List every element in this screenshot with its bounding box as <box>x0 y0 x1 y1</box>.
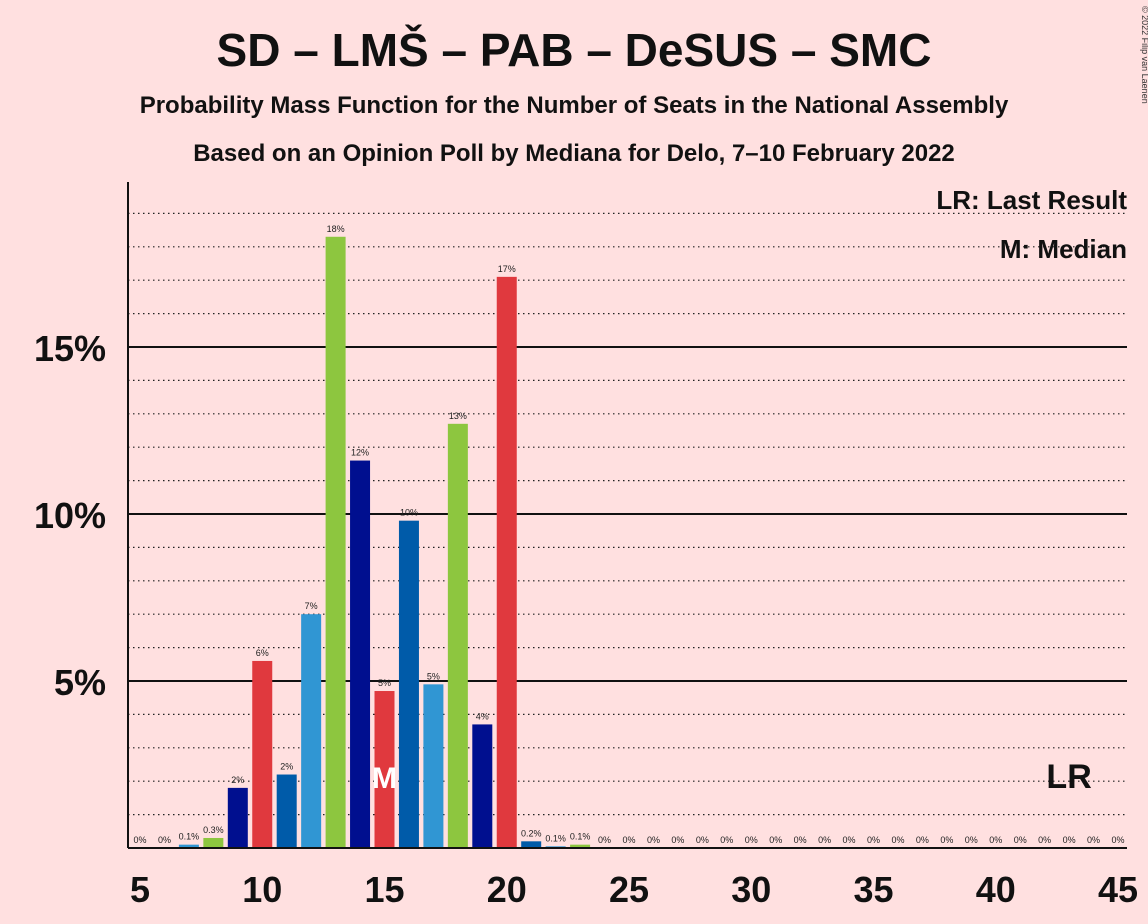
y-tick-label: 10% <box>34 495 106 536</box>
chart-title: SD – LMŠ – PAB – DeSUS – SMC <box>217 24 932 76</box>
bar-value-label: 0% <box>867 835 880 845</box>
bar-seats-20 <box>496 276 517 848</box>
bar-value-label: 0% <box>916 835 929 845</box>
bar-value-label: 0.1% <box>545 833 566 843</box>
bar-value-label: 12% <box>351 448 369 458</box>
bar-value-label: 0% <box>1111 835 1124 845</box>
bar-value-label: 0% <box>720 835 733 845</box>
last-result-marker: LR <box>1046 758 1091 796</box>
bar-value-label: 0% <box>647 835 660 845</box>
bar-value-label: 10% <box>400 508 418 518</box>
x-tick-label: 20 <box>487 869 527 910</box>
bar-value-label: 0% <box>745 835 758 845</box>
bar-seats-18 <box>447 423 468 848</box>
bar-value-label: 0% <box>940 835 953 845</box>
bar-value-label: 0% <box>843 835 856 845</box>
bar-value-label: 0% <box>1063 835 1076 845</box>
bar-value-label: 18% <box>327 224 345 234</box>
bar-seats-9 <box>227 787 248 848</box>
bar-value-label: 0% <box>696 835 709 845</box>
legend-median: M: Median <box>1000 234 1127 264</box>
bar-value-label: 0% <box>598 835 611 845</box>
bar-value-label: 5% <box>427 671 440 681</box>
x-tick-label: 5 <box>130 869 150 910</box>
bar-seats-15 <box>374 691 395 848</box>
x-tick-label: 30 <box>731 869 771 910</box>
y-tick-label: 15% <box>34 328 106 369</box>
bar-seats-7 <box>178 844 199 848</box>
chart-subtitle-poll: Based on an Opinion Poll by Mediana for … <box>193 140 955 167</box>
axes: 5% 10% 15% 5 10 15 20 25 30 35 40 45 <box>34 182 1138 910</box>
bar-value-label: 0% <box>1087 835 1100 845</box>
bar-value-label: 0% <box>1014 835 1027 845</box>
bar-value-label: 0% <box>794 835 807 845</box>
bar-value-label: 0% <box>158 835 171 845</box>
bar-value-label: 0% <box>965 835 978 845</box>
bar-value-label: 0.3% <box>203 825 224 835</box>
bar-value-label: 7% <box>305 601 318 611</box>
bar-seats-13 <box>325 236 346 848</box>
bar-value-label: 0% <box>671 835 684 845</box>
bar-value-label: 0.1% <box>179 832 200 842</box>
bar-value-label: 4% <box>476 711 489 721</box>
bar-seats-10 <box>252 660 273 848</box>
chart-subtitle: Probability Mass Function for the Number… <box>140 92 1009 119</box>
bar-value-label: 0% <box>891 835 904 845</box>
copyright-text: © 2022 Filip van Laenen <box>1140 6 1148 104</box>
bar-value-label: 0% <box>818 835 831 845</box>
bar-seats-8 <box>203 837 224 848</box>
x-tick-label: 10 <box>242 869 282 910</box>
bar-value-label: 2% <box>280 762 293 772</box>
bar-seats-21 <box>521 841 542 848</box>
y-tick-label: 5% <box>54 662 106 703</box>
bar-value-label: 0% <box>133 835 146 845</box>
bar-value-label: 6% <box>256 648 269 658</box>
bar-value-label: 13% <box>449 411 467 421</box>
bar-value-label: 0% <box>769 835 782 845</box>
bar-seats-11 <box>276 774 297 848</box>
bar-seats-14 <box>350 460 371 848</box>
bar-value-label: 0% <box>1038 835 1051 845</box>
bar-value-label: 0.1% <box>570 832 591 842</box>
bar-value-label: 0.2% <box>521 828 542 838</box>
median-marker: M <box>372 762 397 795</box>
bar-value-label: 0% <box>989 835 1002 845</box>
bars-group: 0% 0% 0.1%0.3%2%6%2%7%18%12%5%10%5%13%4%17… <box>133 224 1125 848</box>
x-tick-label: 40 <box>976 869 1016 910</box>
x-tick-label: 35 <box>853 869 893 910</box>
x-tick-label: 25 <box>609 869 649 910</box>
bar-value-label: 0% <box>622 835 635 845</box>
bar-value-label: 2% <box>231 775 244 785</box>
bar-seats-12 <box>301 614 322 848</box>
bar-seats-23 <box>570 844 591 848</box>
bar-seats-16 <box>398 520 419 848</box>
x-tick-label: 15 <box>364 869 404 910</box>
grid-lines <box>128 212 1127 816</box>
bar-seats-19 <box>472 724 493 848</box>
legend-last-result: LR: Last Result <box>936 185 1127 215</box>
bar-value-label: 5% <box>378 678 391 688</box>
bar-seats-17 <box>423 684 444 848</box>
x-tick-label: 45 <box>1098 869 1138 910</box>
bar-value-label: 17% <box>498 264 516 274</box>
